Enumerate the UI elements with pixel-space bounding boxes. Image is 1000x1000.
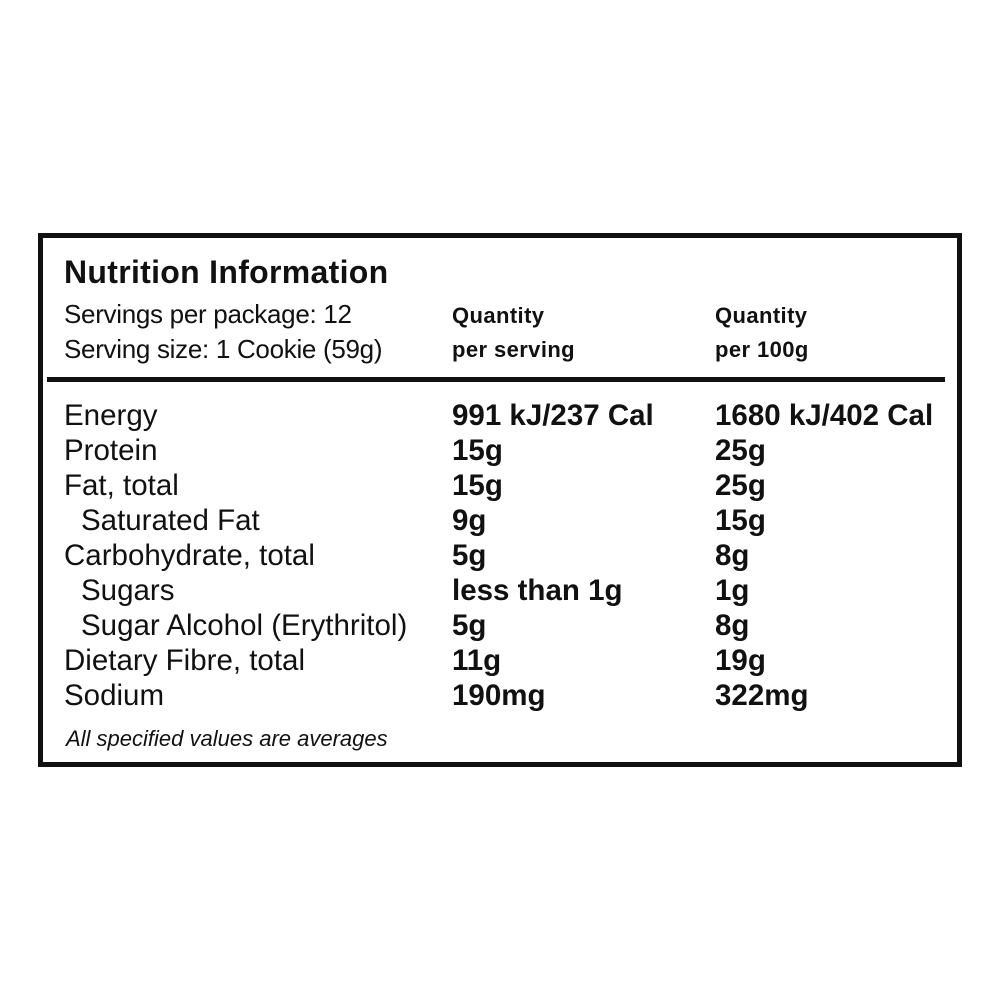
nutrient-name: Dietary Fibre, total — [64, 644, 305, 677]
value-per-serving: 190mg — [452, 679, 546, 712]
table-row: Carbohydrate, total 5g 8g — [43, 538, 957, 573]
value-per-serving: 991 kJ/237 Cal — [452, 399, 654, 432]
nutrient-table: Energy 991 kJ/237 Cal 1680 kJ/402 Cal Prote… — [43, 398, 957, 713]
value-per-100g: 8g — [715, 609, 750, 642]
value-per-serving: 5g — [452, 609, 487, 642]
value-per-100g: 25g — [715, 434, 766, 467]
nutrient-name: Protein — [64, 434, 158, 467]
value-per-serving: 15g — [452, 469, 503, 502]
value-per-100g: 25g — [715, 469, 766, 502]
serving-size: Serving size: 1 Cookie (59g) — [64, 334, 383, 364]
nutrient-name: Fat, total — [64, 469, 179, 502]
nutrient-name: Sodium — [64, 679, 165, 712]
table-row: Saturated Fat 9g 15g — [43, 503, 957, 538]
table-row: Sodium 190mg 322mg — [43, 678, 957, 713]
table-row: Protein 15g 25g — [43, 433, 957, 468]
table-row: Dietary Fibre, total 11g 19g — [43, 643, 957, 678]
column-header-per-100g-line2: per 100g — [715, 337, 809, 362]
value-per-serving: 9g — [452, 504, 487, 537]
table-row: Sugar Alcohol (Erythritol) 5g 8g — [43, 608, 957, 643]
nutrient-name: Sugars — [81, 574, 175, 607]
nutrient-name: Saturated Fat — [81, 504, 260, 537]
value-per-100g: 19g — [715, 644, 766, 677]
divider — [47, 377, 945, 382]
value-per-serving: 15g — [452, 434, 503, 467]
nutrient-name: Carbohydrate, total — [64, 539, 315, 572]
table-row: Sugars less than 1g 1g — [43, 573, 957, 608]
column-header-per-serving-line2: per serving — [452, 337, 576, 362]
value-per-serving: 11g — [452, 644, 502, 677]
value-per-100g: 15g — [715, 504, 766, 537]
column-header-per-100g-line1: Quantity — [715, 303, 808, 328]
value-per-100g: 322mg — [715, 679, 809, 712]
value-per-100g: 1g — [715, 574, 750, 607]
footnote: All specified values are averages — [66, 726, 388, 751]
panel-title: Nutrition Information — [64, 254, 389, 290]
value-per-100g: 8g — [715, 539, 750, 572]
value-per-serving: less than 1g — [452, 574, 623, 607]
nutrient-name: Sugar Alcohol (Erythritol) — [81, 609, 408, 642]
nutrition-panel: Nutrition Information Servings per packa… — [38, 233, 962, 767]
value-per-100g: 1680 kJ/402 Cal — [715, 399, 934, 432]
nutrient-name: Energy — [64, 399, 158, 432]
table-row: Energy 991 kJ/237 Cal 1680 kJ/402 Cal — [43, 398, 957, 433]
servings-per-package: Servings per package: 12 — [64, 299, 352, 329]
value-per-serving: 5g — [452, 539, 487, 572]
column-header-per-serving-line1: Quantity — [452, 303, 545, 328]
table-row: Fat, total 15g 25g — [43, 468, 957, 503]
